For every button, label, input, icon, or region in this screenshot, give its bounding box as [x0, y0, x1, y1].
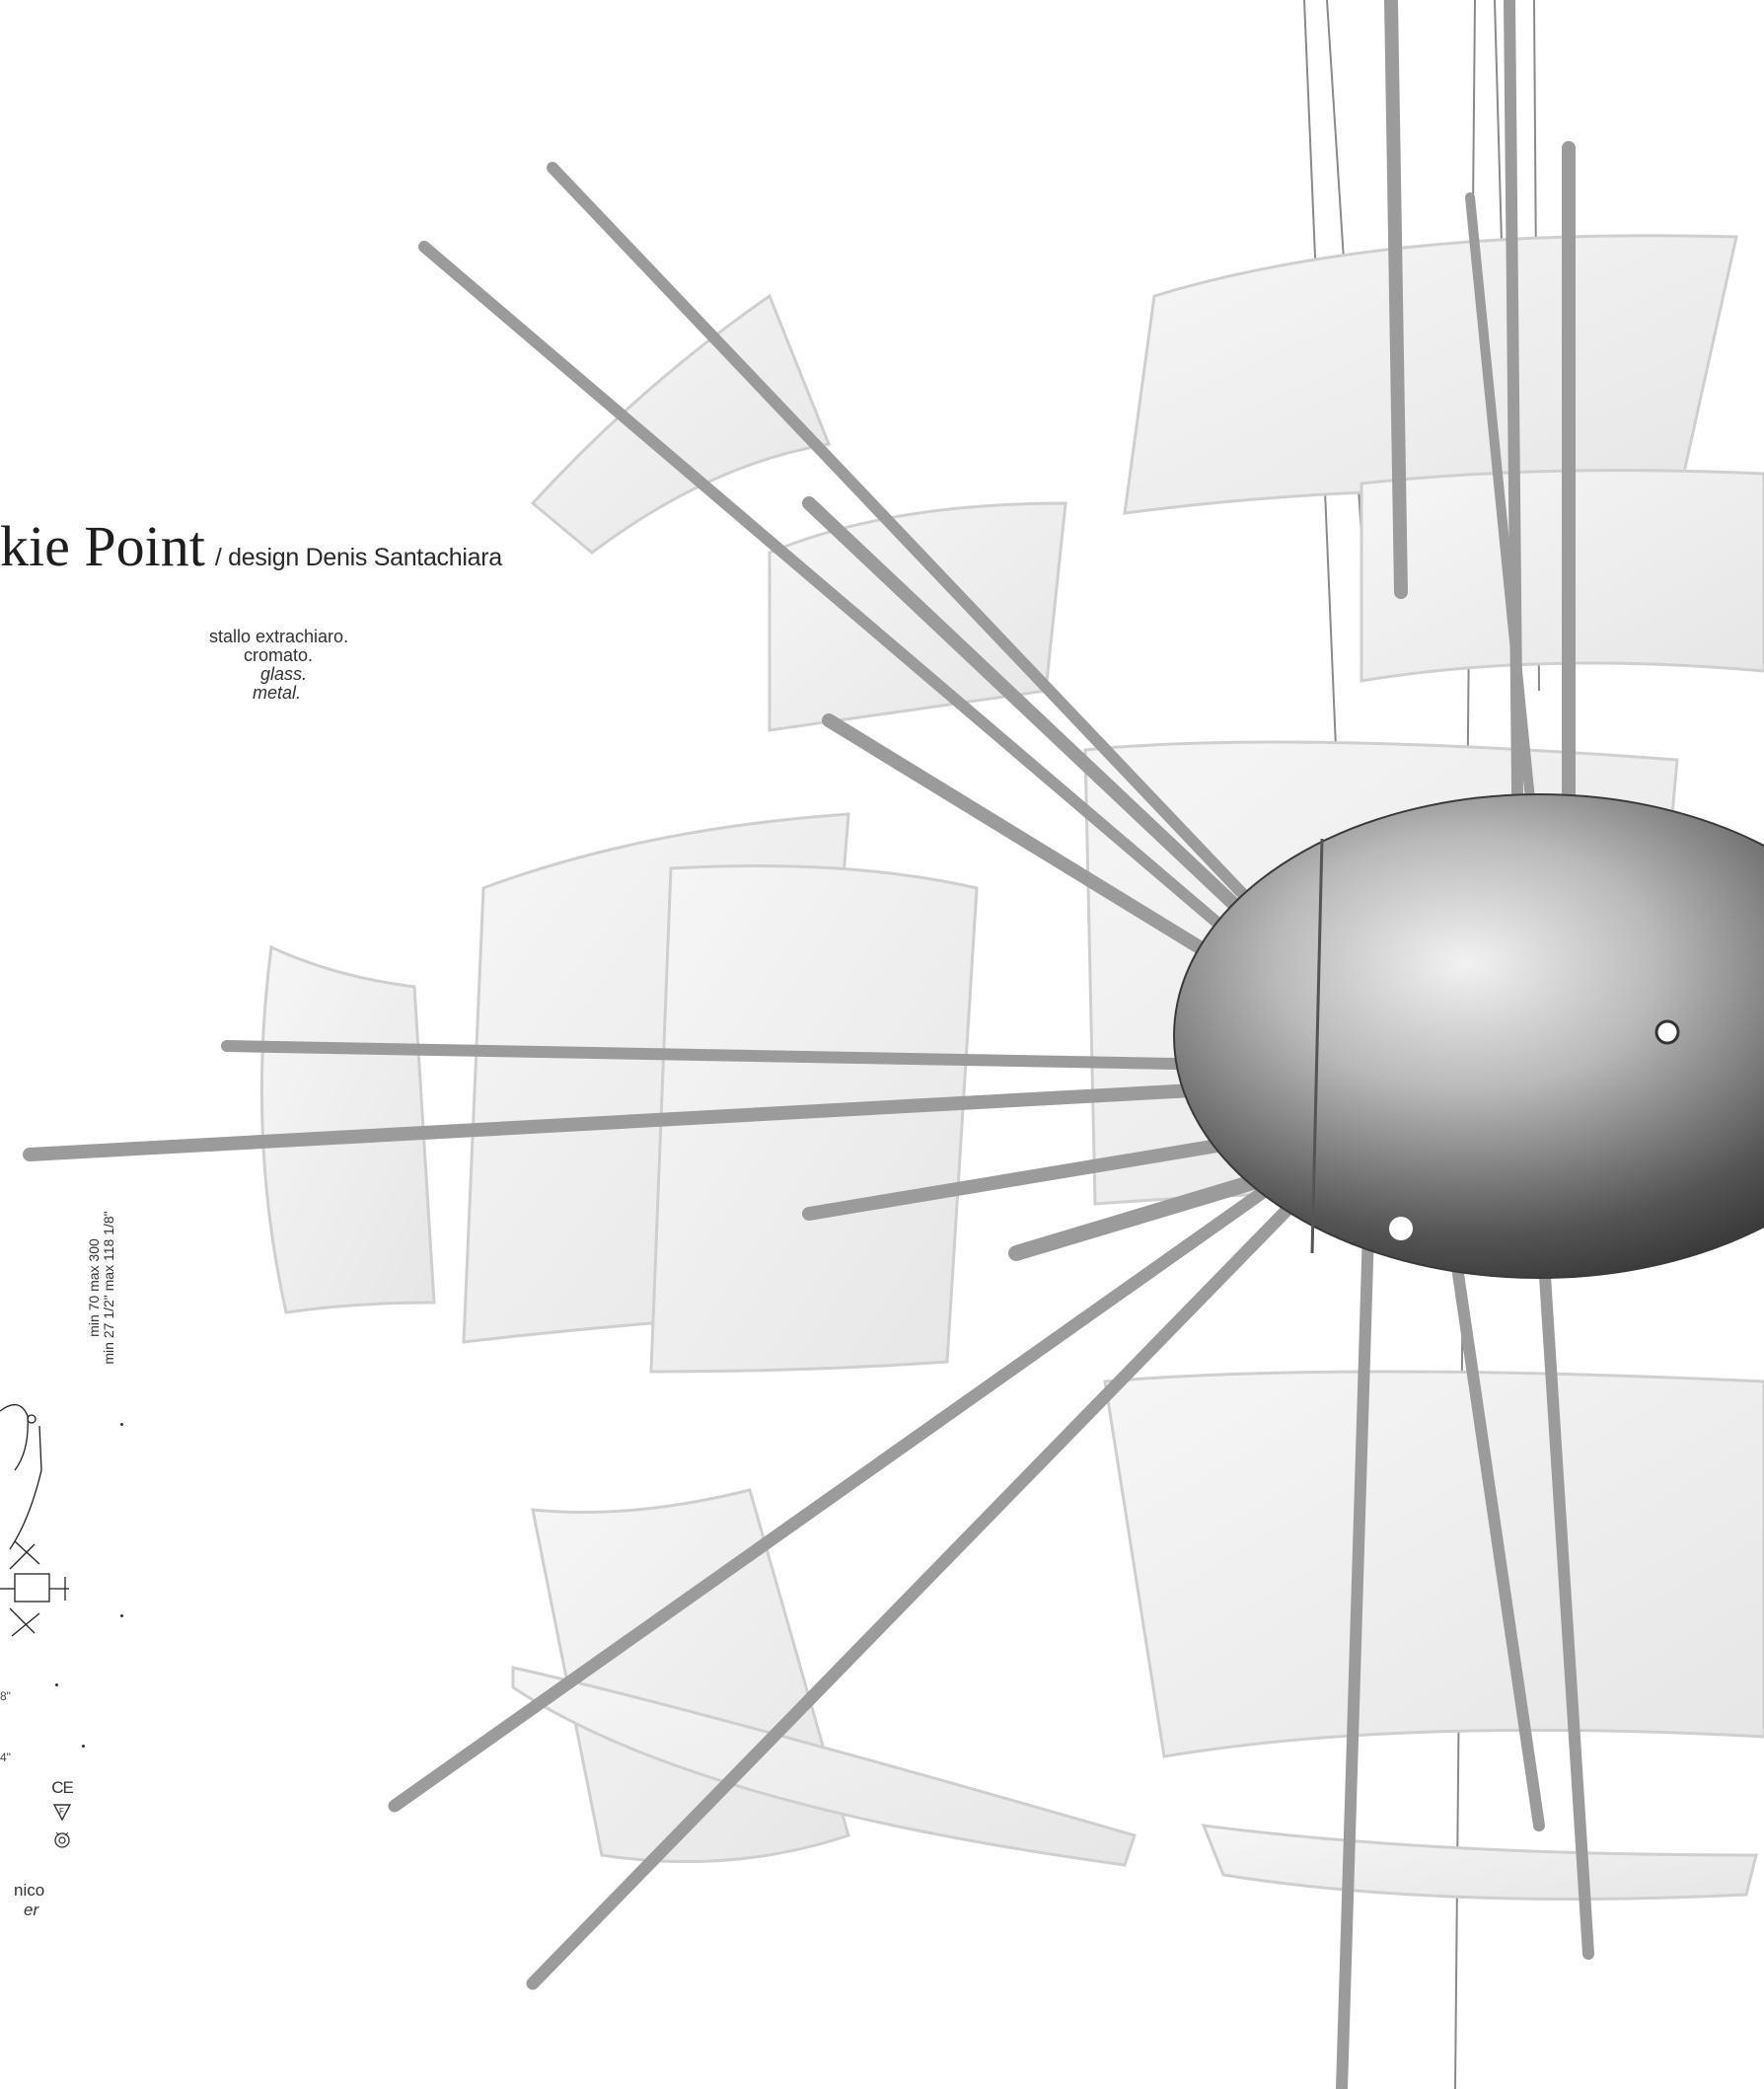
bulb-safety-icon	[47, 1829, 77, 1857]
height-in: min 27 1/2" max 118 1/8"	[101, 1211, 116, 1365]
material-line-2: cromato.	[244, 645, 314, 665]
certification-marks: CE F	[47, 1774, 77, 1857]
materials-block: stallo extrachiaro. cromato. glass. meta…	[0, 628, 348, 703]
f-mark-icon: F	[47, 1802, 77, 1829]
height-dimension: min 70 max 300 min 27 1/2" max 118 1/8"	[86, 1184, 136, 1391]
dimension-dot	[120, 1614, 123, 1617]
material-line-1: stallo extrachiaro.	[209, 627, 349, 646]
dimension-dot	[120, 1423, 123, 1426]
footnote-line-2: er	[24, 1901, 39, 1919]
technical-drawing	[0, 1404, 69, 1637]
width-dimension-b: 4"	[0, 1751, 11, 1764]
designer-credit: / design Denis Santachiara	[214, 544, 502, 571]
ce-mark: CE	[51, 1778, 74, 1797]
footnote: nico er	[0, 1881, 44, 1920]
dimension-dot	[82, 1745, 85, 1748]
material-line-4: metal.	[253, 683, 302, 703]
footnote-line-1: nico	[14, 1881, 45, 1900]
dimension-dot	[55, 1683, 58, 1686]
product-title: kie Point / design Denis Santachiara	[0, 513, 502, 579]
width-dimension-a: 8"	[0, 1689, 11, 1703]
material-line-3: glass.	[260, 664, 308, 684]
svg-text:F: F	[59, 1807, 64, 1816]
height-cm: min 70 max 300	[86, 1238, 102, 1337]
glass-panels	[259, 234, 1764, 1901]
product-name: kie Point	[0, 514, 205, 578]
